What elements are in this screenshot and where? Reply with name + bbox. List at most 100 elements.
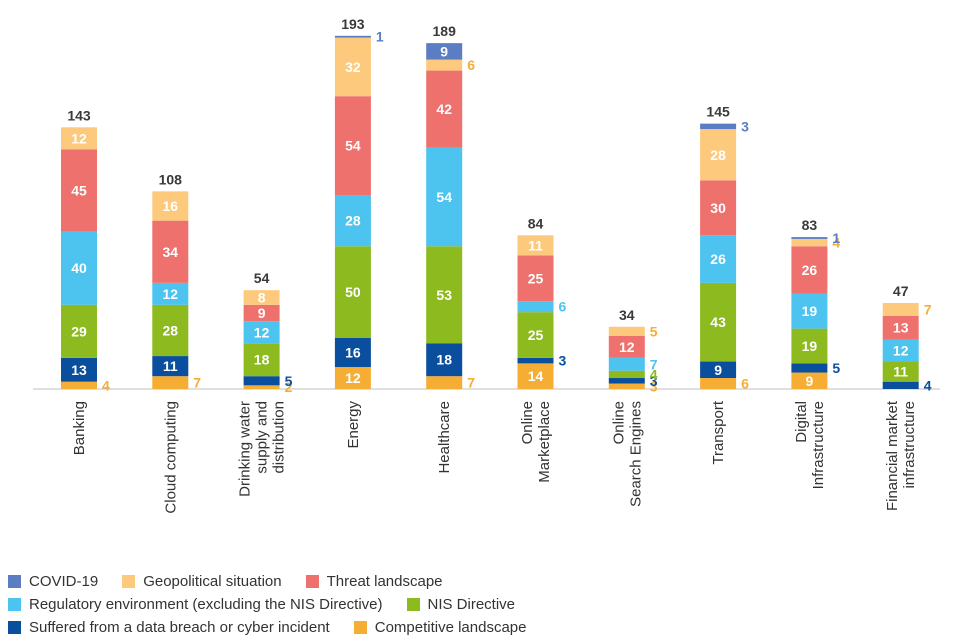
data-label: 45	[71, 182, 87, 198]
bar-segment	[517, 363, 554, 389]
legend-swatch	[406, 598, 420, 611]
bar-segment	[334, 35, 371, 38]
data-label: 25	[528, 327, 544, 343]
x-tick-label-line: supply and	[254, 401, 271, 474]
bar-segment	[152, 356, 189, 377]
data-label: 5	[832, 360, 840, 376]
data-label: 5	[285, 373, 293, 389]
bar-segment	[426, 376, 463, 389]
x-tick-label-line: Financial market	[884, 400, 901, 511]
bar-segment	[426, 70, 463, 148]
bar-segment	[517, 357, 554, 364]
bar-segment	[517, 235, 554, 256]
data-label: 1	[832, 230, 840, 246]
x-tick-label-line: Infrastructure	[810, 401, 827, 489]
bar-segment	[791, 238, 828, 247]
bar-segment	[791, 237, 828, 239]
bar-segment	[334, 195, 371, 247]
bar-segment	[882, 302, 919, 316]
x-tick-label: Energy	[345, 401, 362, 449]
data-label: 9	[806, 373, 814, 389]
data-label: 7	[924, 301, 932, 317]
data-label: 4	[102, 377, 110, 393]
legend-row: COVID-19 Geopolitical situation Threat lan…	[8, 570, 908, 593]
data-label: 13	[893, 320, 909, 336]
data-label: 7	[650, 356, 658, 372]
legend-label: Threat landscape	[326, 573, 443, 590]
legend-swatch	[305, 575, 319, 588]
bar-segment	[243, 385, 280, 389]
bar-segment	[700, 180, 737, 236]
data-label: 6	[559, 299, 567, 315]
data-label: 12	[619, 339, 635, 355]
legend-item: Competitive landscape	[353, 619, 527, 636]
data-label: 7	[467, 375, 475, 391]
legend-item: COVID-19	[8, 573, 98, 590]
legend-swatch	[122, 575, 136, 588]
bar-segment	[608, 335, 645, 358]
bar-segment	[700, 235, 737, 283]
legend-item: Geopolitical situation	[122, 573, 282, 590]
data-label: 12	[71, 130, 87, 146]
bar-segment	[61, 231, 97, 305]
bar-total-label: 143	[67, 107, 91, 123]
data-label: 3	[559, 353, 567, 369]
legend-label: COVID-19	[29, 573, 99, 590]
x-tick-label: Online Search Engines	[610, 401, 644, 507]
data-label: 3	[650, 373, 658, 389]
bar-segment	[61, 381, 97, 389]
legend-swatch	[8, 575, 21, 588]
bar-segment	[152, 376, 189, 389]
bar-segment	[791, 372, 828, 389]
data-label: 29	[71, 323, 87, 339]
data-label: 54	[345, 138, 361, 154]
bar-segment	[791, 293, 828, 329]
legend-label: NIS Directive	[427, 596, 516, 613]
bar-total-label: 47	[893, 283, 909, 299]
x-tick-label: Financial market infrastructure	[884, 400, 918, 511]
x-tick-label-line: distribution	[271, 401, 288, 474]
bar-total-label: 189	[433, 23, 457, 39]
bar-segment	[426, 59, 463, 71]
bar-segment	[426, 246, 463, 344]
legend-item: NIS Directive	[406, 596, 516, 613]
bar-total-label: 54	[254, 270, 270, 286]
bar-segment	[700, 361, 737, 379]
data-label: 30	[710, 200, 726, 216]
data-label: 11	[163, 358, 178, 374]
bar-segment	[700, 378, 737, 389]
data-label: 11	[528, 237, 543, 253]
data-label: 19	[802, 303, 818, 319]
x-tick-label: Transport	[710, 400, 727, 464]
data-label: 16	[345, 344, 361, 360]
bar-total-label: 83	[802, 217, 818, 233]
bar-segment	[608, 383, 645, 389]
data-label: 26	[802, 262, 818, 278]
data-label: 1	[376, 29, 384, 45]
bar-total-label: 193	[341, 16, 365, 32]
x-tick-label-line: Marketplace	[536, 401, 553, 483]
bar-segment	[152, 304, 189, 357]
x-tick-label-line: Healthcare	[436, 401, 453, 474]
data-label: 53	[436, 287, 452, 303]
x-tick-label: Digital Infrastructure	[793, 401, 827, 489]
bar-segment	[517, 312, 554, 358]
legend-swatch	[353, 621, 367, 634]
data-label: 12	[254, 324, 270, 340]
bar-segment	[791, 363, 828, 373]
bar-segment	[517, 255, 554, 302]
x-tick-label-line: Transport	[710, 400, 727, 464]
bar-segment	[608, 378, 645, 384]
legend-label: Regulatory environment (excluding the NI…	[29, 596, 383, 613]
bar-segment	[882, 339, 919, 362]
data-label: 6	[741, 376, 749, 392]
data-label: 25	[528, 270, 544, 286]
x-tick-label-line: Energy	[345, 401, 362, 449]
bar-segment	[334, 337, 371, 368]
x-tick-label: Online Marketplace	[519, 401, 553, 483]
data-label: 11	[893, 364, 908, 380]
data-label: 18	[436, 352, 452, 368]
bar-segment	[61, 357, 97, 382]
data-label: 9	[440, 43, 448, 59]
x-tick-label-line: Digital	[793, 401, 810, 443]
